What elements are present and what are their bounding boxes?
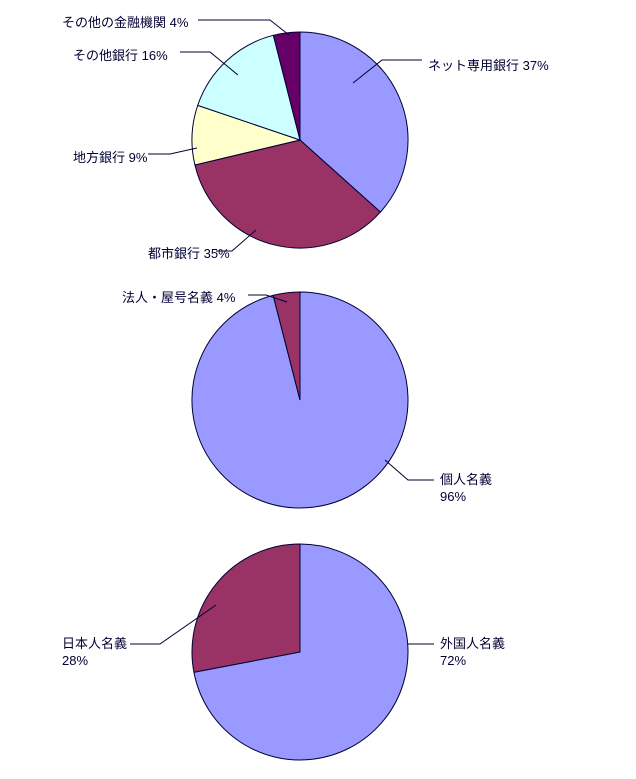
pie-slice-japanese	[192, 544, 300, 672]
leader-line	[198, 20, 289, 35]
slice-label-corporate: 法人・屋号名義 4%	[122, 290, 235, 307]
slice-label-net_bank: ネット専用銀行 37%	[428, 58, 549, 75]
slice-label-other_fin: その他の金融機関 4%	[62, 15, 188, 32]
slice-label-foreign: 外国人名義72%	[440, 636, 505, 670]
slice-label-japanese: 日本人名義28%	[62, 636, 127, 670]
slice-label-individual: 個人名義96%	[440, 472, 492, 506]
leader-line	[148, 148, 197, 154]
slice-label-other_bank: その他銀行 16%	[73, 48, 168, 65]
slice-label-city_bank: 都市銀行 35%	[148, 246, 230, 263]
leader-line	[385, 460, 434, 480]
slice-label-regional: 地方銀行 9%	[73, 150, 147, 167]
